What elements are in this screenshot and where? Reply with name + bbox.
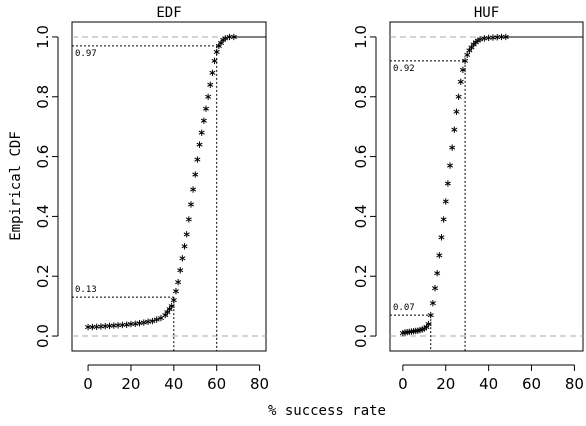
data-point xyxy=(429,299,436,307)
data-point xyxy=(168,302,175,310)
data-point xyxy=(451,126,458,133)
data-point xyxy=(181,243,188,250)
plot-frame xyxy=(71,21,267,352)
data-point xyxy=(211,57,218,65)
data-point xyxy=(170,296,177,304)
data-point xyxy=(85,323,92,331)
guide-label: 0.13 xyxy=(75,285,97,295)
x-tick-label: 80 xyxy=(250,375,269,393)
y-tick-label: 1.0 xyxy=(34,25,52,49)
data-point xyxy=(434,270,441,277)
x-tick-label: 60 xyxy=(207,375,226,393)
data-point xyxy=(459,66,466,74)
data-point xyxy=(175,279,182,286)
data-point xyxy=(462,57,469,65)
data-point xyxy=(502,33,509,41)
data-point xyxy=(192,171,199,178)
data-point xyxy=(449,144,456,151)
y-tick-label: 0.0 xyxy=(34,324,52,348)
data-point xyxy=(427,311,434,319)
data-point xyxy=(489,34,496,41)
data-point xyxy=(89,323,96,331)
y-tick-label: 0.8 xyxy=(34,85,52,109)
data-point xyxy=(179,255,186,262)
data-point xyxy=(149,317,156,325)
data-point xyxy=(213,48,220,56)
plot-frame xyxy=(389,21,584,352)
data-point xyxy=(200,117,207,124)
x-tick-label: 0 xyxy=(83,375,93,393)
data-point xyxy=(222,35,229,42)
data-point xyxy=(432,284,439,292)
data-point xyxy=(119,321,126,329)
x-tick-label: 60 xyxy=(522,375,541,393)
y-tick-label: 0.4 xyxy=(352,204,370,228)
data-point xyxy=(153,316,160,323)
data-point xyxy=(93,323,100,330)
x-tick-label: 0 xyxy=(398,375,408,393)
data-point xyxy=(194,156,201,163)
y-tick-label: 0.6 xyxy=(352,145,370,169)
data-point xyxy=(230,33,237,41)
y-axis-title: Empirical CDF xyxy=(8,131,24,241)
data-point xyxy=(97,323,104,330)
y-tick-label: 0.0 xyxy=(352,324,370,348)
data-point xyxy=(209,69,216,77)
x-tick-label: 20 xyxy=(121,375,140,393)
x-axis-title: % success rate xyxy=(268,403,386,419)
y-tick-label: 1.0 xyxy=(352,25,370,49)
x-tick-label: 20 xyxy=(436,375,455,393)
data-point xyxy=(453,108,460,115)
data-point xyxy=(190,186,197,193)
data-point xyxy=(455,93,462,100)
data-point xyxy=(102,322,109,330)
data-point xyxy=(442,198,449,205)
y-tick-label: 0.6 xyxy=(34,145,52,169)
y-tick-label: 0.4 xyxy=(34,204,52,228)
data-point xyxy=(187,201,194,208)
data-point xyxy=(205,93,212,100)
data-point xyxy=(440,216,447,223)
y-tick-label: 0.8 xyxy=(352,85,370,109)
data-point xyxy=(115,322,122,329)
guide-label: 0.97 xyxy=(75,49,97,59)
data-point xyxy=(207,81,214,89)
data-point xyxy=(110,322,117,329)
data-point xyxy=(464,51,471,59)
x-tick-label: 40 xyxy=(479,375,498,393)
data-point xyxy=(202,105,209,112)
guide-label: 0.07 xyxy=(393,303,415,313)
y-tick-label: 0.2 xyxy=(352,264,370,288)
data-point xyxy=(447,162,454,169)
data-point xyxy=(198,129,205,136)
data-point xyxy=(177,267,184,274)
data-point xyxy=(196,141,203,148)
panel-title: HUF xyxy=(474,5,499,21)
data-point xyxy=(438,234,445,241)
data-point xyxy=(436,252,443,259)
data-point xyxy=(185,216,192,223)
data-point xyxy=(172,287,179,295)
data-point xyxy=(457,78,464,86)
data-point xyxy=(444,180,451,187)
y-tick-label: 0.2 xyxy=(34,264,52,288)
x-tick-label: 40 xyxy=(164,375,183,393)
data-point xyxy=(425,320,432,328)
data-point xyxy=(183,231,190,238)
x-tick-label: 80 xyxy=(565,375,584,393)
guide-label: 0.92 xyxy=(393,64,415,74)
data-point xyxy=(106,322,113,330)
panel-title: EDF xyxy=(156,5,181,21)
